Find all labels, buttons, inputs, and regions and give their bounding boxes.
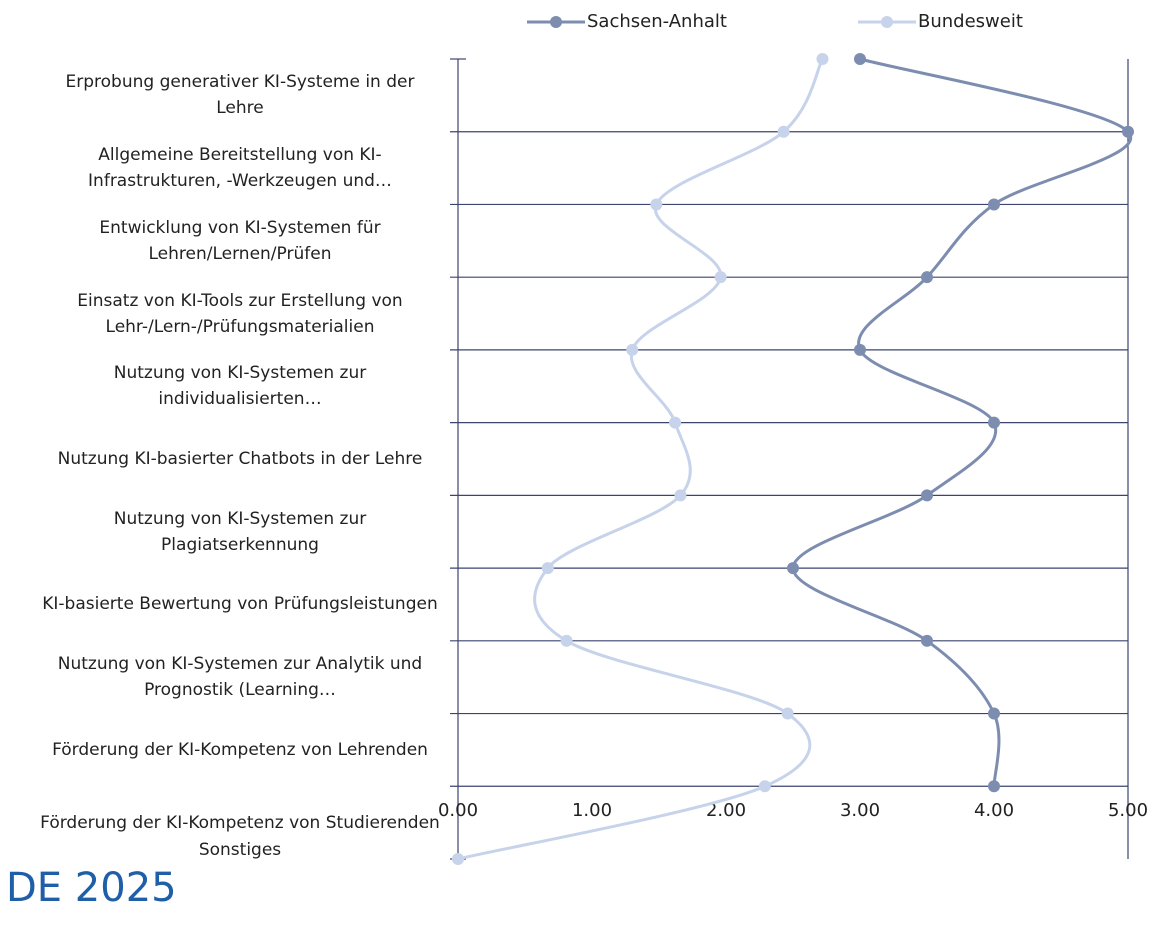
data-point [758,780,771,793]
data-point [988,707,1000,720]
x-tick-label: 5.00 [1108,800,1148,821]
y-tick-label: Allgemeine Bereitstellung von KI-Infrast… [88,145,392,192]
y-tick-label: Entwicklung von KI-Systemen für Lehren/L… [99,217,381,264]
x-tick-label: 1.00 [572,800,612,821]
data-point [669,416,682,429]
data-point [452,853,464,865]
data-point [988,416,1000,429]
data-point [787,562,799,575]
data-point [650,198,663,211]
data-point [854,53,866,65]
annotation: DE 2025 [6,865,177,911]
data-point [988,198,1000,211]
data-point [1122,125,1134,138]
x-tick-label: 3.00 [840,800,880,821]
legend-label: Bundesweit [918,11,1023,32]
x-tick-label: 4.00 [974,800,1014,821]
data-point [714,271,727,284]
data-point [921,271,933,284]
legend-marker [881,16,893,28]
y-tick-label: Nutzung von KI-Systemen zur Analytik und… [57,654,423,701]
data-point [781,707,794,720]
y-tick-label: Nutzung von KI-Systemen zur Plagiatserke… [113,508,367,555]
data-point [674,489,687,502]
data-point [777,125,790,138]
y-tick-label: Nutzung KI-basierter Chatbots in der Leh… [57,449,423,469]
y-tick-label: Erprobung generativer KI-Systeme in der … [65,72,415,119]
legend-marker [550,16,562,28]
data-point [560,634,573,647]
data-point [626,343,639,356]
legend-label: Sachsen-Anhalt [587,11,727,32]
data-point [921,489,933,502]
series-line [457,58,824,861]
y-tick-label: KI-basierte Bewertung von Prüfungsleistu… [42,594,438,615]
y-tick-label: Nutzung von KI-Systemen zur individualis… [113,363,367,410]
x-tick-label: 2.00 [706,800,746,821]
y-tick-label: Förderung der KI-Kompetenz von Studieren… [40,812,440,833]
x-tick-label: 0.00 [438,800,478,821]
y-tick-label: Einsatz von KI-Tools zur Erstellung von … [77,290,403,337]
data-point [988,780,1000,793]
y-tick-label: Sonstiges [198,840,282,860]
y-tick-label: Förderung der KI-Kompetenz von Lehrenden [52,739,428,760]
data-point [816,53,829,65]
data-point [541,562,554,575]
data-point [921,634,933,647]
data-point [854,343,866,356]
